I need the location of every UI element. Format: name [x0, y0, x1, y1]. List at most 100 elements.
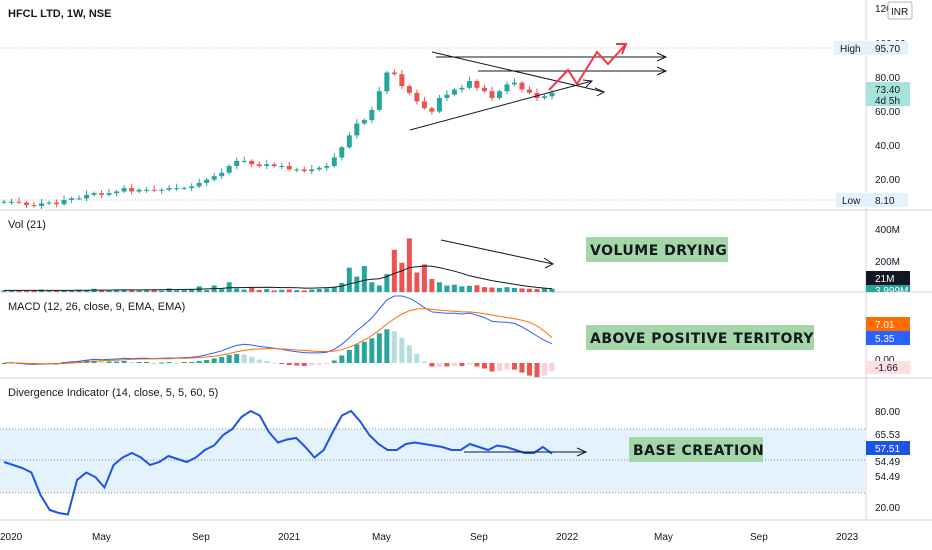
volume-bar: [69, 290, 75, 292]
volume-bar: [481, 287, 487, 292]
volume-bar: [106, 290, 112, 292]
volume-bar: [204, 290, 210, 292]
candle-body: [429, 108, 435, 112]
volume-bar: [519, 288, 525, 292]
candle-body: [256, 164, 262, 166]
trendline-arrowheads: [582, 52, 668, 97]
volume-bar: [84, 290, 90, 292]
candle-body: [549, 92, 555, 97]
candle-body: [316, 167, 322, 170]
candle-body: [301, 169, 307, 172]
volume-bar: [526, 288, 532, 292]
macd-hist-bar: [534, 363, 540, 378]
volume-bar: [121, 289, 127, 292]
macd-hist-bar: [414, 353, 420, 363]
volume-bar: [496, 287, 502, 292]
triangle-drawing[interactable]: [409, 51, 666, 131]
macd-hist-bar: [309, 363, 315, 366]
volume-bar: [234, 288, 240, 292]
candle-body: [384, 72, 390, 92]
macd-histogram: [1, 329, 555, 378]
macd-hist-bar: [234, 353, 240, 363]
volume-bar: [451, 284, 457, 292]
volume-bar: [436, 282, 442, 292]
macd-hist-bar: [99, 361, 105, 363]
macd-hist-bar: [106, 361, 112, 363]
price-tick: 80.00: [875, 73, 900, 84]
macd-hist-bar: [91, 360, 97, 363]
candle-body: [204, 179, 210, 183]
volume-last-bg: [866, 271, 910, 285]
time-tick: May: [654, 532, 673, 543]
note-base-creation[interactable]: BASE CREATION: [629, 437, 764, 462]
macd-hist-bar: [316, 363, 322, 366]
candle-body: [414, 92, 420, 102]
note-volume-text: VOLUME DRYING: [590, 243, 727, 259]
oscillator-title[interactable]: Divergence Indicator (14, close, 5, 5, 6…: [8, 387, 218, 399]
time-axis[interactable]: 2020 May Sep 2021 May Sep 2022 May Sep 2…: [0, 532, 859, 543]
macd-hist-bar: [384, 329, 390, 363]
note-volume-drying[interactable]: VOLUME DRYING: [586, 237, 728, 262]
candle-body: [331, 157, 337, 166]
volume-bar: [534, 289, 540, 292]
candle-body: [69, 198, 75, 200]
macd-title[interactable]: MACD (12, 26, close, 9, EMA, EMA): [8, 301, 185, 313]
volume-bar: [541, 287, 547, 292]
volume-bar: [144, 290, 150, 292]
last-price-tag: 73.40 4d 5h: [866, 82, 910, 107]
osc-tick: 65.53: [875, 430, 900, 441]
volume-bar: [294, 290, 300, 292]
volume-title[interactable]: Vol (21): [8, 219, 46, 231]
volume-bar: [376, 285, 382, 292]
volume-bar: [549, 288, 555, 292]
candle-body: [121, 188, 127, 192]
volume-bar: [489, 287, 495, 292]
macd-hist-bar: [511, 363, 517, 370]
candle-body: [106, 193, 112, 195]
macd-hist-bar: [211, 358, 217, 363]
volume-bar: [339, 283, 345, 292]
volume-bar: [474, 285, 480, 292]
volume-bar: [324, 288, 330, 292]
volume-trend-arrow[interactable]: [440, 239, 554, 265]
candle-body: [241, 160, 247, 162]
candle-body: [219, 172, 225, 177]
ascending-trendline[interactable]: [409, 80, 593, 131]
volume-bar: [429, 279, 435, 292]
volume-bar: [384, 274, 390, 292]
time-tick: Sep: [750, 532, 768, 543]
candle-body: [511, 82, 517, 85]
candle-body: [421, 101, 427, 109]
osc-tick: 54.49: [875, 472, 900, 483]
volume-bar: [166, 288, 172, 292]
osc-last-bg: [866, 441, 910, 455]
candle-body: [489, 91, 495, 98]
volume-bar: [511, 287, 517, 292]
time-tick: 2021: [278, 532, 301, 543]
macd-hist-bar: [144, 361, 150, 363]
note-macd-bg: [586, 325, 814, 350]
volume-tick: 200M: [875, 257, 900, 268]
volume-bar: [189, 289, 195, 292]
candle-series[interactable]: [1, 69, 555, 210]
volume-bar: [279, 289, 285, 292]
volume-bar: [99, 290, 105, 292]
note-positive-territory[interactable]: ABOVE POSITIVE TERITORY: [586, 325, 814, 350]
note-osc-text: BASE CREATION: [633, 443, 764, 459]
candle-body: [129, 188, 135, 192]
volume-bar: [61, 290, 67, 292]
osc-tick: 54.49: [875, 457, 900, 468]
symbol-title[interactable]: HFCL LTD, 1W, NSE: [8, 8, 112, 20]
volume-bar: [361, 266, 367, 292]
projection-path[interactable]: [548, 43, 627, 91]
candle-body: [541, 96, 547, 98]
candle-body: [54, 202, 60, 205]
volume-bar: [331, 287, 337, 292]
candle-body: [436, 98, 442, 112]
descending-trendline[interactable]: [431, 51, 605, 93]
volume-bar: [9, 290, 15, 292]
macd-hist-bar: [369, 338, 375, 363]
macd-hist-bar: [444, 363, 450, 367]
currency-badge[interactable]: INR: [887, 1, 913, 20]
